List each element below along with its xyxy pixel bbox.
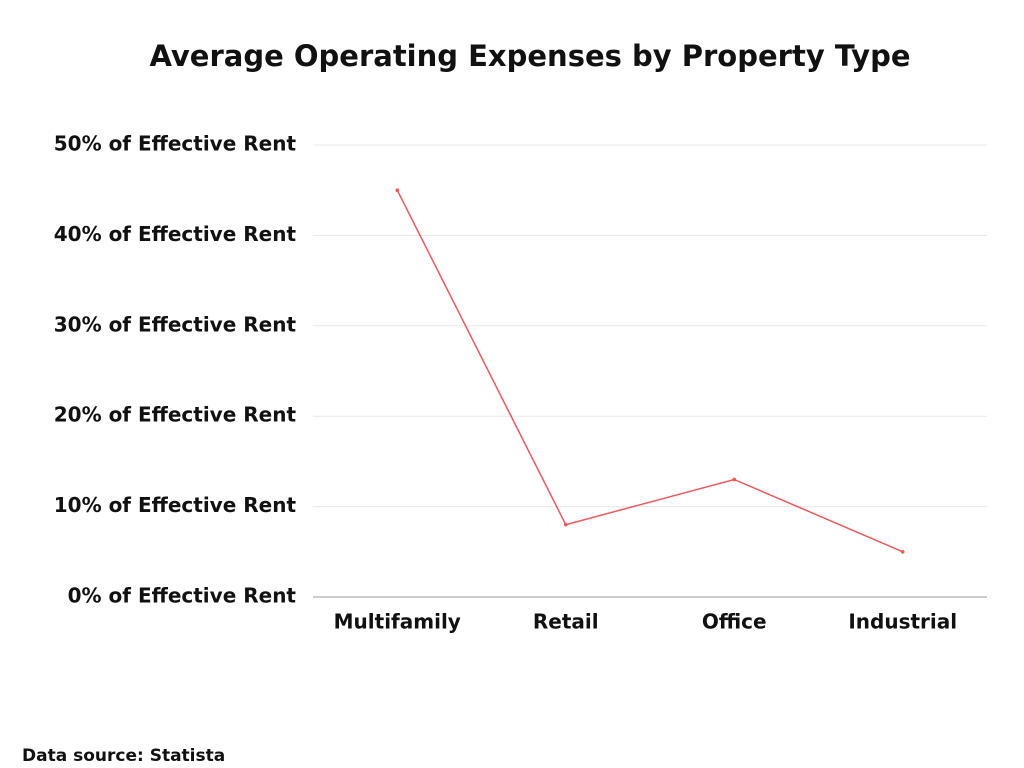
x-tick-label: Retail [533, 610, 599, 634]
x-tick-label: Multifamily [334, 610, 461, 634]
x-tick-label: Office [702, 610, 767, 634]
data-point [900, 550, 905, 554]
source-note: Data source: Statista [22, 746, 225, 766]
y-tick-label: 30% of Effective Rent [54, 312, 297, 336]
y-tick-label: 50% of Effective Rent [54, 132, 297, 156]
y-tick-label: 20% of Effective Rent [54, 403, 297, 427]
y-tick-label: 40% of Effective Rent [54, 222, 297, 246]
y-tick-label: 0% of Effective Rent [68, 584, 297, 608]
chart-title: Average Operating Expenses by Property T… [149, 39, 910, 73]
data-point [563, 522, 568, 527]
x-tick-label: Industrial [848, 610, 957, 634]
data-point [732, 477, 737, 482]
data-line [396, 189, 904, 553]
data-point [395, 188, 400, 192]
y-tick-label: 10% of Effective Rent [54, 493, 297, 517]
